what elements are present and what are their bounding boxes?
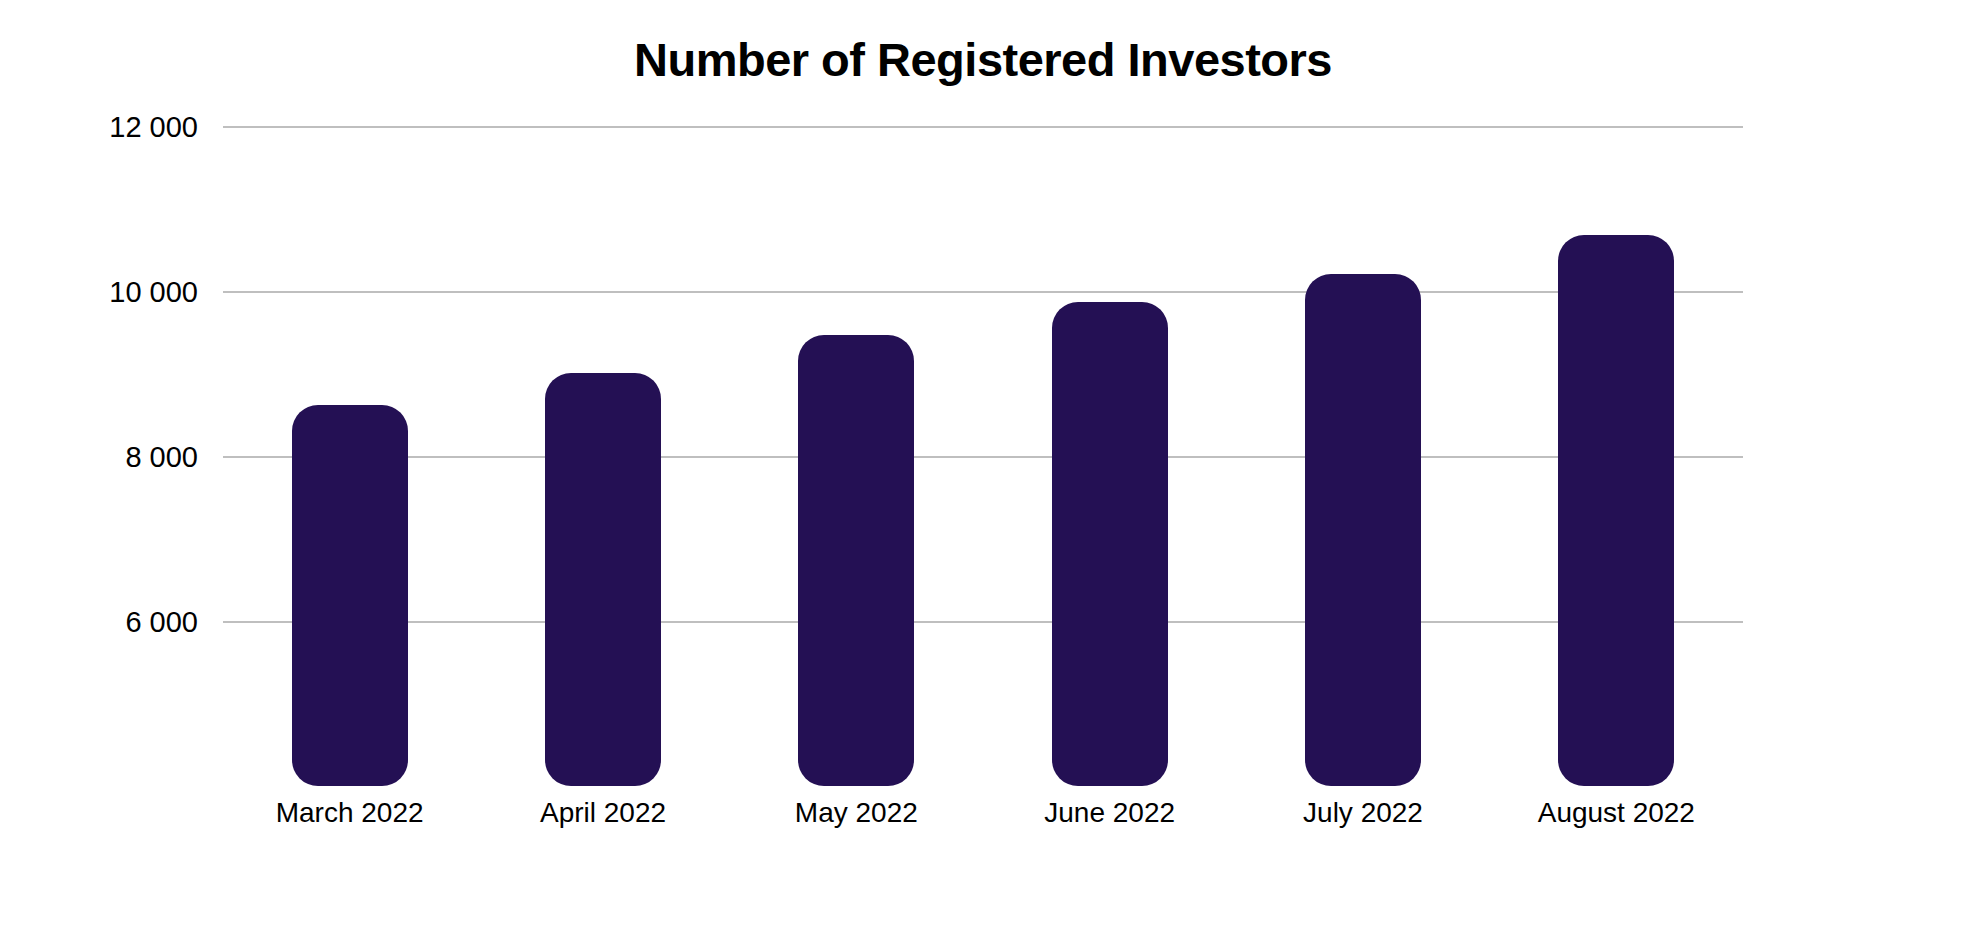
bar-chart: Number of Registered Investors March 202… [0, 0, 1972, 950]
bar-may-2022 [798, 335, 914, 787]
bar-august-2022 [1558, 235, 1674, 787]
x-axis-label: July 2022 [1243, 799, 1483, 827]
chart-title: Number of Registered Investors [223, 36, 1743, 83]
x-axis-label: June 2022 [990, 799, 1230, 827]
gridline [223, 621, 1743, 623]
bar-march-2022 [292, 405, 408, 787]
y-axis-tick-label: 10 000 [0, 278, 198, 307]
gridline [223, 456, 1743, 458]
x-axis-label: May 2022 [736, 799, 976, 827]
y-axis-tick-label: 8 000 [0, 443, 198, 472]
bar-july-2022 [1305, 274, 1421, 787]
x-axis-label: March 2022 [230, 799, 470, 827]
x-axis-label: April 2022 [483, 799, 723, 827]
x-axis-label: August 2022 [1496, 799, 1736, 827]
gridline [223, 291, 1743, 293]
bar-june-2022 [1052, 302, 1168, 787]
gridline [223, 126, 1743, 128]
y-axis-tick-label: 12 000 [0, 113, 198, 142]
bar-april-2022 [545, 373, 661, 786]
y-axis-tick-label: 6 000 [0, 608, 198, 637]
